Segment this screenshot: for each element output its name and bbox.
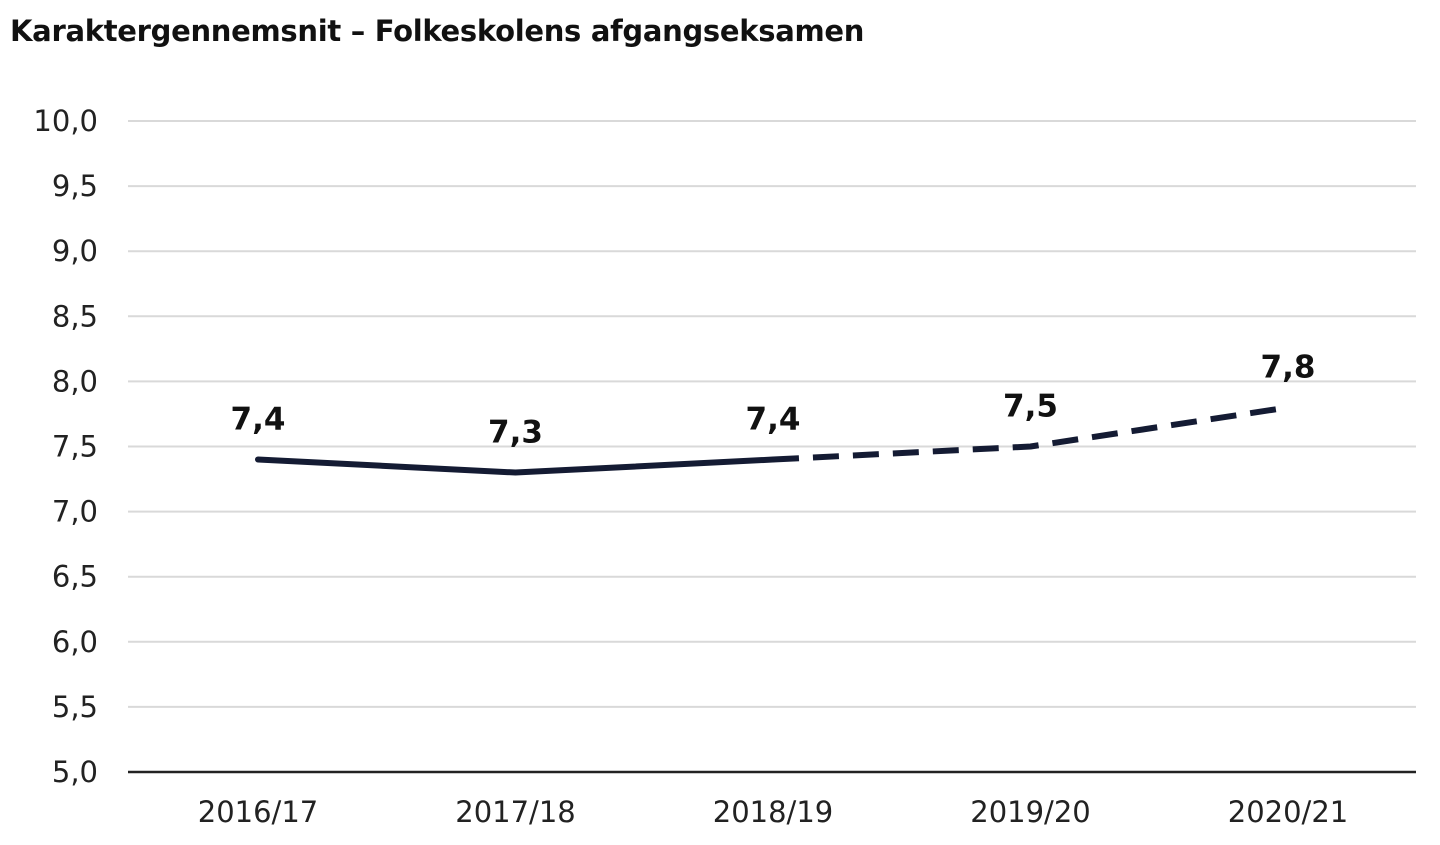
- y-tick-label: 5,5: [52, 690, 98, 724]
- y-tick-label: 9,5: [52, 169, 98, 203]
- y-tick-label: 6,5: [52, 560, 98, 594]
- x-axis-ticks: 2016/17 2017/18 2018/19 2019/20 2020/21: [198, 795, 1348, 829]
- data-label: 7,4: [231, 402, 286, 438]
- data-label: 7,3: [488, 415, 543, 451]
- data-labels: 7,4 7,3 7,4 7,5 7,8: [231, 349, 1316, 450]
- x-tick-label: 2019/20: [970, 795, 1090, 829]
- y-tick-label: 8,0: [52, 364, 98, 398]
- y-tick-label: 8,5: [52, 299, 98, 333]
- x-tick-label: 2017/18: [455, 795, 575, 829]
- y-tick-label: 7,5: [52, 430, 98, 464]
- y-tick-label: 10,0: [33, 104, 98, 138]
- y-tick-label: 6,0: [52, 625, 98, 659]
- y-axis-ticks: 5,0 5,5 6,0 6,5 7,0 7,5 8,0 8,5 9,0 9,5 10,0: [33, 104, 98, 789]
- y-tick-label: 5,0: [52, 755, 98, 789]
- data-label: 7,5: [1003, 389, 1058, 425]
- data-label: 7,4: [746, 402, 801, 438]
- series-line-solid: [255, 456, 776, 476]
- series-line: [255, 404, 1289, 476]
- x-tick-label: 2020/21: [1228, 795, 1348, 829]
- data-label: 7,8: [1261, 349, 1316, 385]
- y-tick-label: 9,0: [52, 234, 98, 268]
- x-tick-label: 2016/17: [198, 795, 318, 829]
- x-tick-label: 2018/19: [713, 795, 833, 829]
- chart-title: Karaktergennemsnit – Folkeskolens afgang…: [10, 14, 865, 48]
- y-tick-label: 7,0: [52, 495, 98, 529]
- series-line-dashed: [772, 404, 1289, 463]
- gridlines: [128, 120, 1416, 774]
